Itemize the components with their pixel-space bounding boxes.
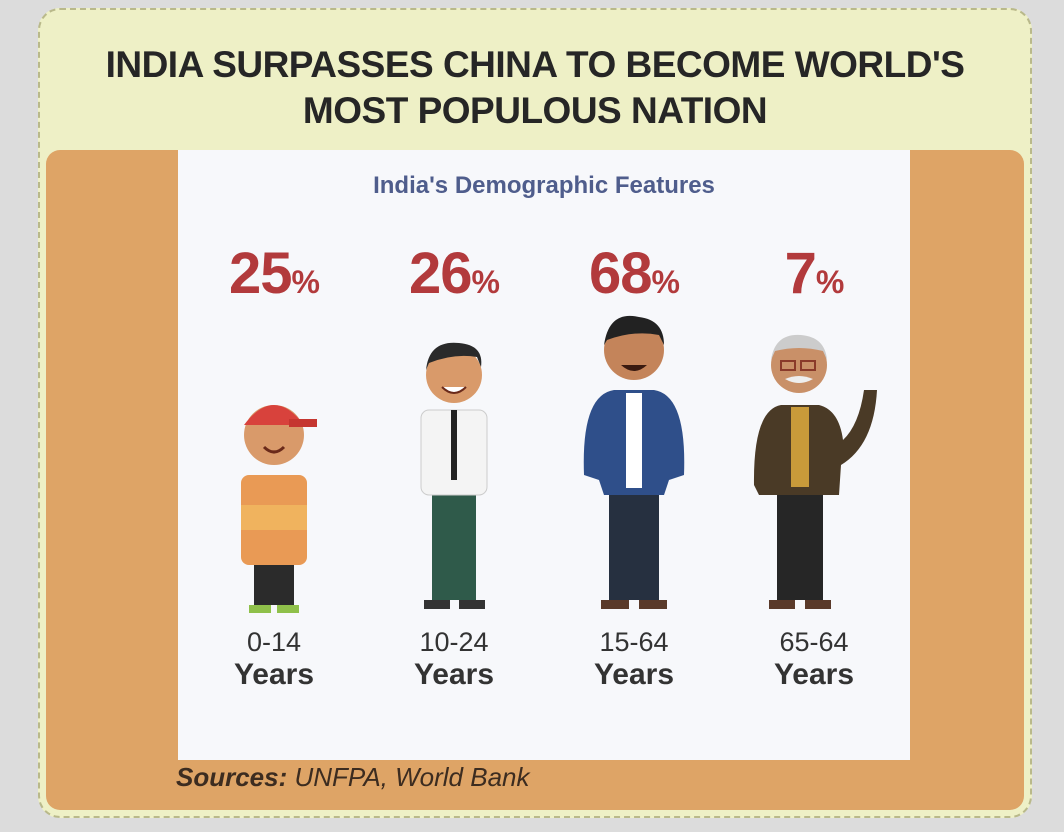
pct-unit: % [815, 264, 844, 300]
headline-line-1: INDIA SURPASSES CHINA TO BECOME WORLD'S [105, 44, 965, 85]
pct-value: 25 [229, 241, 293, 306]
pct-unit: % [651, 264, 680, 300]
pct-unit: % [291, 264, 320, 300]
pct-value: 7 [784, 241, 817, 306]
percentage: 68% [544, 240, 724, 307]
demographics-panel: India's Demographic Features 25% 0-14 Ye… [178, 150, 910, 760]
youth-figure-icon [364, 315, 544, 615]
pct-value: 68 [589, 241, 653, 306]
group-10-24: 26% 10-24 Years [364, 240, 544, 692]
pct-value: 26 [409, 241, 473, 306]
sources-note: Sources: UNFPA, World Bank [176, 762, 530, 793]
age-unit: Years [413, 658, 495, 691]
age-range: 0-14 [246, 627, 302, 657]
percentage: 7% [724, 240, 904, 307]
adult-figure-icon [544, 315, 724, 615]
headline: INDIA SURPASSES CHINA TO BECOME WORLD'S … [40, 42, 1030, 134]
sources-label: Sources: [176, 762, 288, 792]
age-range: 10-24 [419, 627, 489, 657]
age-range: 65-64 [779, 627, 849, 657]
group-65-plus: 7% 65-64 Years [724, 240, 904, 692]
age-unit: Years [593, 658, 675, 691]
percentage: 26% [364, 240, 544, 307]
percentage: 25% [184, 240, 364, 307]
group-15-64: 68% 15-64 Years [544, 240, 724, 692]
pct-unit: % [471, 264, 500, 300]
age-unit: Years [773, 658, 855, 691]
infographic-card: INDIA SURPASSES CHINA TO BECOME WORLD'S … [38, 8, 1032, 818]
group-0-14: 25% 0-14 Years [184, 240, 364, 692]
child-figure-icon [184, 315, 364, 615]
headline-line-2: MOST POPULOUS NATION [302, 90, 768, 131]
age-unit: Years [233, 658, 315, 691]
elderly-figure-icon [724, 315, 904, 615]
age-range: 15-64 [599, 627, 669, 657]
subtitle: India's Demographic Features [373, 172, 715, 199]
sources-text: UNFPA, World Bank [287, 762, 530, 792]
orange-panel: India's Demographic Features 25% 0-14 Ye… [46, 150, 1024, 810]
